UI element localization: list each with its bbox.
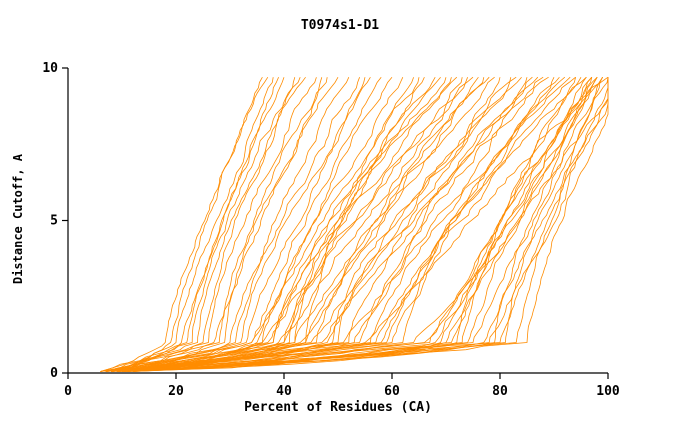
model-curve bbox=[116, 76, 587, 372]
model-curve bbox=[127, 77, 609, 372]
x-tick-label: 40 bbox=[276, 384, 292, 399]
model-curve bbox=[100, 77, 274, 372]
model-curve bbox=[111, 77, 339, 372]
model-curve bbox=[121, 77, 425, 372]
model-curve bbox=[105, 77, 360, 372]
model-curve bbox=[105, 77, 285, 372]
x-tick-label: 20 bbox=[168, 384, 184, 399]
model-curve bbox=[111, 77, 328, 372]
y-tick-label: 0 bbox=[50, 366, 58, 381]
chart-title: T0974s1-D1 bbox=[300, 18, 380, 33]
model-curve bbox=[116, 76, 603, 372]
model-curve bbox=[116, 77, 404, 372]
y-axis-label: Distance Cutoff, A bbox=[11, 153, 25, 285]
model-curve bbox=[116, 76, 458, 372]
model-curve bbox=[100, 76, 269, 372]
model-curve bbox=[116, 77, 501, 372]
model-curve bbox=[127, 76, 587, 372]
model-curve bbox=[111, 76, 566, 372]
x-tick-label: 0 bbox=[64, 384, 72, 399]
model-curve bbox=[111, 76, 549, 372]
model-curve bbox=[116, 77, 485, 372]
model-curve bbox=[121, 76, 571, 372]
model-curve bbox=[121, 77, 420, 372]
model-curve bbox=[100, 77, 301, 372]
model-curve bbox=[121, 76, 598, 372]
model-curve bbox=[121, 77, 609, 372]
model-curve bbox=[105, 77, 350, 372]
model-curve bbox=[127, 76, 603, 372]
model-curve bbox=[132, 76, 598, 372]
model-curve bbox=[121, 77, 582, 372]
model-curve bbox=[121, 76, 517, 372]
model-curve bbox=[121, 77, 609, 372]
model-curve bbox=[132, 77, 414, 372]
model-curve bbox=[105, 77, 512, 372]
model-curve bbox=[127, 77, 609, 372]
x-axis-label: Percent of Residues (CA) bbox=[244, 400, 432, 415]
model-curve bbox=[111, 76, 393, 372]
y-tick-label: 5 bbox=[50, 214, 58, 229]
model-curve bbox=[121, 76, 474, 372]
model-curve bbox=[100, 77, 263, 372]
y-tick-label: 10 bbox=[42, 61, 58, 76]
model-curve bbox=[100, 77, 317, 372]
model-curve bbox=[132, 77, 609, 372]
model-curve bbox=[105, 76, 306, 372]
x-tick-label: 100 bbox=[596, 384, 620, 399]
model-curve bbox=[116, 77, 576, 372]
model-curve bbox=[111, 76, 539, 372]
model-curve bbox=[111, 76, 495, 372]
model-curve bbox=[111, 76, 371, 372]
model-curve bbox=[105, 77, 323, 372]
model-curve bbox=[121, 76, 609, 372]
model-curve bbox=[100, 77, 279, 372]
model-curve bbox=[111, 77, 366, 372]
x-tick-label: 60 bbox=[384, 384, 400, 399]
model-curve bbox=[111, 77, 528, 372]
model-curve bbox=[100, 77, 296, 372]
model-curve bbox=[111, 77, 463, 372]
model-curve bbox=[105, 77, 468, 372]
model-curve bbox=[105, 76, 382, 372]
model-curve bbox=[121, 76, 576, 372]
model-curve bbox=[127, 76, 441, 372]
model-curve bbox=[116, 77, 436, 372]
model-curve bbox=[105, 76, 479, 372]
model-curve bbox=[111, 76, 533, 372]
model-curve bbox=[121, 76, 544, 372]
model-curve bbox=[132, 76, 593, 372]
model-curve bbox=[116, 77, 555, 372]
model-curve bbox=[132, 77, 603, 372]
model-curve bbox=[132, 77, 609, 372]
model-curve bbox=[116, 76, 560, 372]
x-tick-label: 80 bbox=[492, 384, 508, 399]
